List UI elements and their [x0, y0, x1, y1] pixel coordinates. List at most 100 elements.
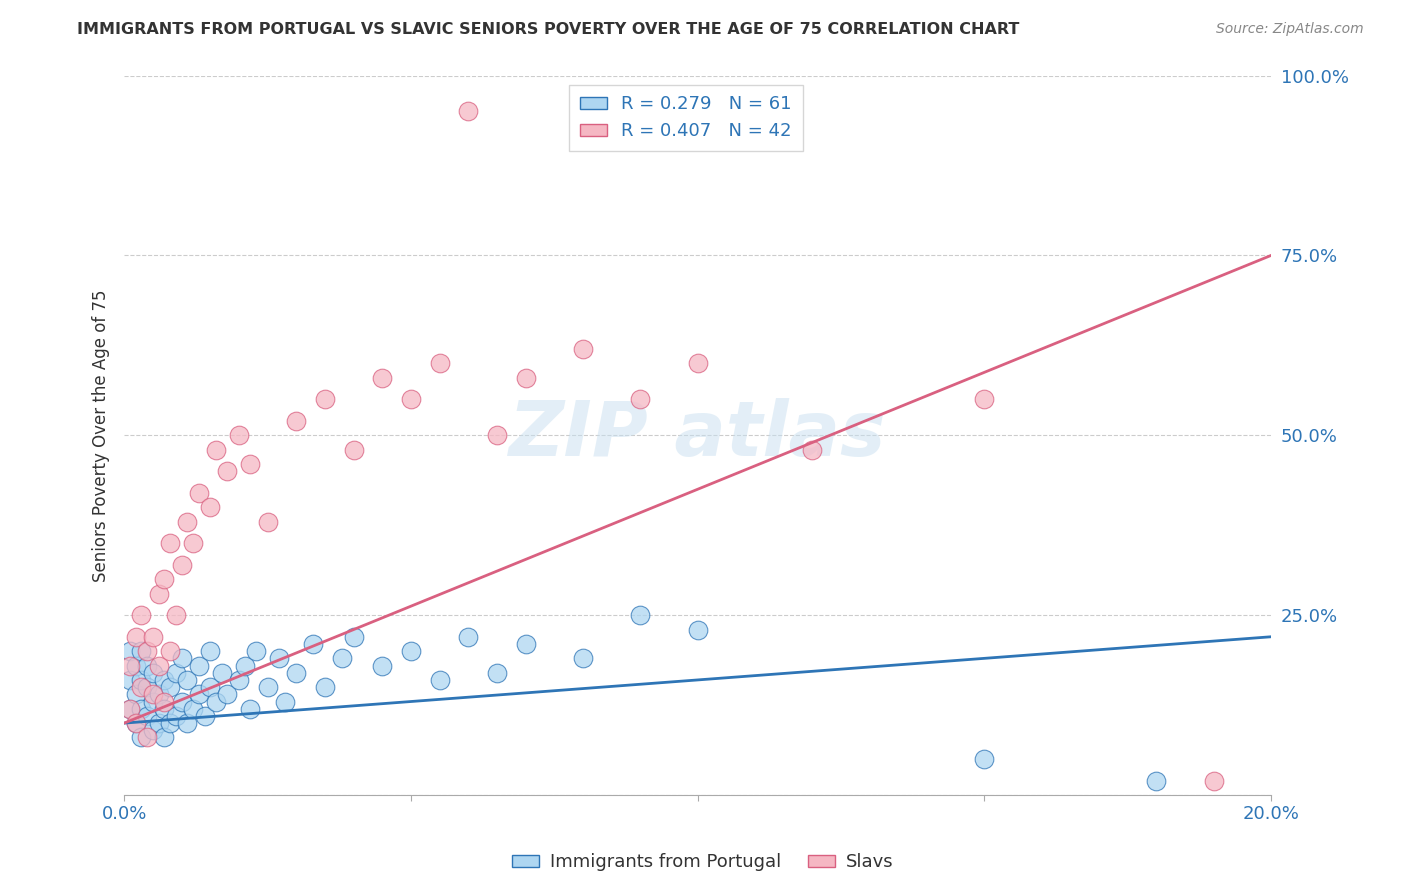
Point: [371, 658, 394, 673]
Point: [302, 637, 325, 651]
Point: [176, 673, 198, 687]
Point: [181, 536, 204, 550]
Point: [118, 658, 141, 673]
Point: [165, 608, 187, 623]
Point: [267, 651, 290, 665]
Point: [159, 716, 181, 731]
Point: [429, 356, 451, 370]
Point: [170, 651, 193, 665]
Point: [136, 644, 159, 658]
Point: [330, 651, 353, 665]
Point: [170, 694, 193, 708]
Point: [125, 658, 148, 673]
Point: [181, 702, 204, 716]
Point: [176, 716, 198, 731]
Point: [165, 665, 187, 680]
Point: [136, 680, 159, 694]
Legend: Immigrants from Portugal, Slavs: Immigrants from Portugal, Slavs: [505, 847, 901, 879]
Point: [142, 630, 165, 644]
Point: [193, 709, 215, 723]
Point: [118, 702, 141, 716]
Point: [211, 665, 233, 680]
Point: [274, 694, 297, 708]
Point: [457, 104, 479, 119]
Point: [187, 486, 209, 500]
Point: [515, 370, 537, 384]
Point: [256, 515, 278, 529]
Point: [285, 665, 308, 680]
Point: [118, 702, 141, 716]
Point: [485, 665, 508, 680]
Point: [131, 644, 153, 658]
Text: Source: ZipAtlas.com: Source: ZipAtlas.com: [1216, 22, 1364, 37]
Point: [187, 658, 209, 673]
Text: IMMIGRANTS FROM PORTUGAL VS SLAVIC SENIORS POVERTY OVER THE AGE OF 75 CORRELATIO: IMMIGRANTS FROM PORTUGAL VS SLAVIC SENIO…: [77, 22, 1019, 37]
Point: [239, 457, 262, 471]
Point: [371, 370, 394, 384]
Point: [131, 680, 153, 694]
Point: [285, 414, 308, 428]
Point: [200, 680, 222, 694]
Legend: R = 0.279   N = 61, R = 0.407   N = 42: R = 0.279 N = 61, R = 0.407 N = 42: [569, 85, 803, 152]
Point: [125, 687, 148, 701]
Point: [233, 658, 256, 673]
Point: [176, 515, 198, 529]
Point: [170, 558, 193, 572]
Point: [125, 716, 148, 731]
Point: [148, 658, 170, 673]
Point: [131, 731, 153, 745]
Point: [973, 392, 995, 407]
Point: [217, 464, 239, 478]
Point: [131, 673, 153, 687]
Point: [399, 644, 422, 658]
Point: [342, 630, 364, 644]
Point: [973, 752, 995, 766]
Point: [153, 572, 176, 586]
Point: [686, 623, 709, 637]
Point: [399, 392, 422, 407]
Point: [314, 680, 336, 694]
Point: [159, 536, 181, 550]
Point: [342, 442, 364, 457]
Point: [153, 673, 176, 687]
Point: [239, 702, 262, 716]
Point: [148, 586, 170, 600]
Point: [228, 428, 250, 442]
Point: [628, 392, 651, 407]
Point: [136, 709, 159, 723]
Point: [485, 428, 508, 442]
Point: [515, 637, 537, 651]
Point: [131, 702, 153, 716]
Point: [148, 687, 170, 701]
Point: [686, 356, 709, 370]
Point: [136, 731, 159, 745]
Point: [153, 702, 176, 716]
Point: [628, 608, 651, 623]
Point: [142, 694, 165, 708]
Point: [457, 630, 479, 644]
Point: [136, 658, 159, 673]
Point: [125, 716, 148, 731]
Text: ZIP atlas: ZIP atlas: [509, 399, 886, 472]
Point: [200, 644, 222, 658]
Point: [1144, 773, 1167, 788]
Point: [256, 680, 278, 694]
Point: [148, 716, 170, 731]
Point: [245, 644, 267, 658]
Point: [142, 665, 165, 680]
Point: [159, 680, 181, 694]
Point: [153, 731, 176, 745]
Point: [165, 709, 187, 723]
Point: [801, 442, 824, 457]
Point: [159, 644, 181, 658]
Point: [572, 342, 595, 356]
Point: [118, 644, 141, 658]
Point: [1202, 773, 1225, 788]
Point: [125, 630, 148, 644]
Point: [429, 673, 451, 687]
Point: [314, 392, 336, 407]
Point: [205, 442, 228, 457]
Y-axis label: Seniors Poverty Over the Age of 75: Seniors Poverty Over the Age of 75: [93, 289, 110, 582]
Point: [217, 687, 239, 701]
Point: [228, 673, 250, 687]
